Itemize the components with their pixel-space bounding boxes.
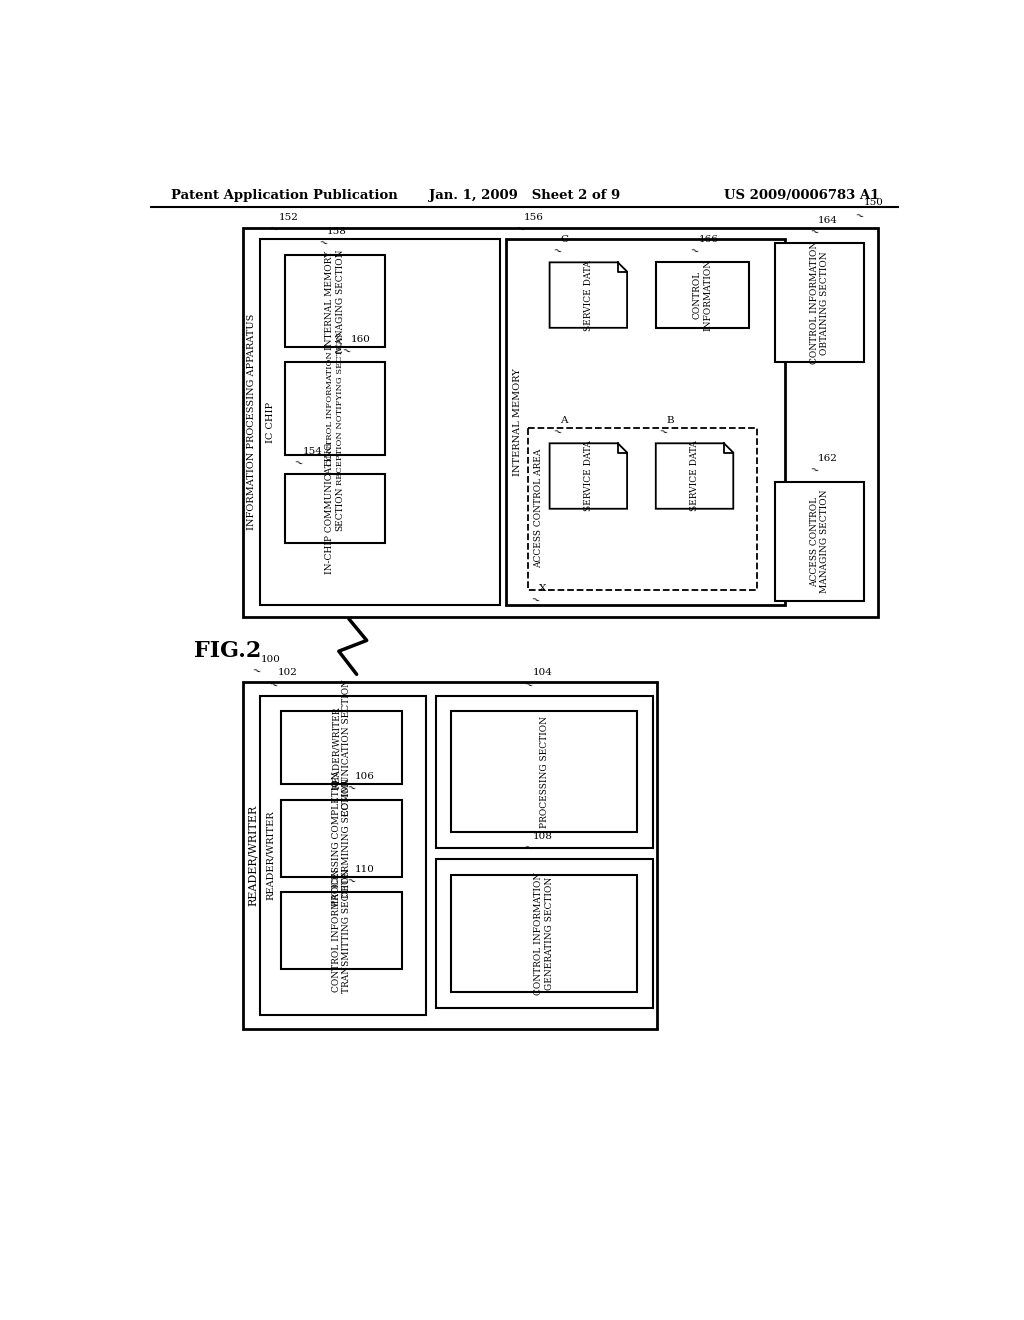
Text: SERVICE DATA: SERVICE DATA	[690, 441, 699, 511]
Text: INTERNAL MEMORY
MANAGING SECTION: INTERNAL MEMORY MANAGING SECTION	[326, 249, 345, 352]
Text: 102: 102	[278, 668, 297, 677]
Text: Jan. 1, 2009   Sheet 2 of 9: Jan. 1, 2009 Sheet 2 of 9	[429, 189, 621, 202]
Polygon shape	[550, 444, 627, 508]
Text: A: A	[560, 416, 568, 425]
Text: 158: 158	[328, 227, 347, 236]
Bar	[243, 227, 879, 616]
Text: CONTROL INFORMATION
GENERATING SECTION: CONTROL INFORMATION GENERATING SECTION	[535, 871, 554, 995]
Bar	[282, 892, 401, 969]
Text: ∼: ∼	[808, 226, 820, 239]
Bar	[506, 239, 785, 605]
Text: Patent Application Publication: Patent Application Publication	[171, 189, 397, 202]
Text: 150: 150	[863, 198, 884, 207]
Bar	[775, 482, 864, 601]
Bar	[452, 874, 637, 993]
Polygon shape	[655, 444, 733, 508]
Text: 110: 110	[355, 865, 375, 874]
Text: ∼: ∼	[293, 457, 304, 470]
Text: ∼: ∼	[267, 223, 280, 236]
Text: ACCESS CONTROL
MANAGING SECTION: ACCESS CONTROL MANAGING SECTION	[810, 490, 829, 593]
Bar	[655, 263, 749, 327]
Text: C: C	[560, 235, 568, 244]
Text: ∼: ∼	[522, 842, 535, 854]
Text: INTERNAL MEMORY: INTERNAL MEMORY	[513, 368, 521, 477]
Text: 154: 154	[302, 446, 323, 455]
Bar	[452, 711, 637, 832]
Bar	[285, 363, 385, 455]
Text: IC CHIP: IC CHIP	[266, 401, 275, 442]
Text: ∼: ∼	[251, 665, 263, 677]
Bar	[775, 243, 864, 363]
Text: PROCESSING SECTION: PROCESSING SECTION	[540, 715, 549, 828]
Text: ∼: ∼	[551, 426, 563, 438]
Text: SERVICE DATA: SERVICE DATA	[584, 260, 593, 330]
Text: ∼: ∼	[551, 246, 563, 257]
Text: READER/WRITER: READER/WRITER	[266, 810, 275, 900]
Bar	[285, 474, 385, 544]
Text: 160: 160	[350, 335, 371, 345]
Text: 156: 156	[524, 214, 544, 222]
Text: ∼: ∼	[345, 875, 357, 888]
Bar	[282, 711, 401, 784]
Text: ∼: ∼	[317, 238, 330, 251]
Text: 104: 104	[532, 668, 552, 677]
Text: 166: 166	[698, 235, 718, 244]
Text: X: X	[539, 583, 546, 593]
Text: SERVICE DATA: SERVICE DATA	[584, 441, 593, 511]
Text: READER/WRITER
COMMUNICATION SECTION: READER/WRITER COMMUNICATION SECTION	[332, 680, 351, 816]
Text: 100: 100	[260, 655, 281, 664]
Polygon shape	[550, 263, 627, 327]
Text: PROCESSING COMPLETION
DETERMINING SECTION: PROCESSING COMPLETION DETERMINING SECTIO…	[332, 771, 351, 906]
Text: ∼: ∼	[514, 223, 526, 236]
Text: ∼: ∼	[522, 678, 535, 692]
Text: 152: 152	[279, 214, 298, 222]
Bar	[528, 428, 757, 590]
Text: ∼: ∼	[808, 465, 820, 478]
Bar	[285, 255, 385, 347]
Text: ∼: ∼	[345, 783, 357, 796]
Bar	[282, 800, 401, 876]
Text: FIG.2: FIG.2	[194, 640, 261, 663]
Text: ∼: ∼	[267, 678, 280, 692]
Text: INFORMATION PROCESSING APPARATUS: INFORMATION PROCESSING APPARATUS	[248, 314, 256, 531]
Bar	[435, 696, 652, 847]
Text: B: B	[667, 416, 674, 425]
Text: US 2009/0006783 A1: US 2009/0006783 A1	[724, 189, 879, 202]
Bar	[243, 682, 657, 1028]
Text: 106: 106	[355, 772, 375, 781]
Bar	[260, 696, 426, 1015]
Bar	[435, 859, 652, 1007]
Text: ∼: ∼	[688, 246, 700, 257]
Text: ∼: ∼	[529, 594, 542, 607]
Text: 164: 164	[818, 215, 838, 224]
Text: READER/WRITER: READER/WRITER	[248, 805, 258, 906]
Text: CONTROL
INFORMATION: CONTROL INFORMATION	[692, 259, 712, 331]
Text: 162: 162	[818, 454, 838, 463]
Text: CONTROL INFORMATION
TRANSMITTING SECTION: CONTROL INFORMATION TRANSMITTING SECTION	[332, 869, 351, 993]
Text: CONTROL INFORMATION
RECEPTION NOTIFYING SECTION: CONTROL INFORMATION RECEPTION NOTIFYING …	[327, 333, 343, 484]
Text: ∼: ∼	[340, 346, 352, 358]
Text: ∼: ∼	[657, 426, 670, 438]
Text: CONTROL INFORMATION
OBTAINING SECTION: CONTROL INFORMATION OBTAINING SECTION	[810, 242, 829, 364]
Text: ∼: ∼	[853, 210, 865, 223]
Text: IN-CHIP COMMUNICATING
SECTION: IN-CHIP COMMUNICATING SECTION	[326, 444, 345, 574]
Text: ACCESS CONTROL AREA: ACCESS CONTROL AREA	[535, 449, 544, 569]
Bar	[260, 239, 500, 605]
Text: 108: 108	[532, 832, 552, 841]
